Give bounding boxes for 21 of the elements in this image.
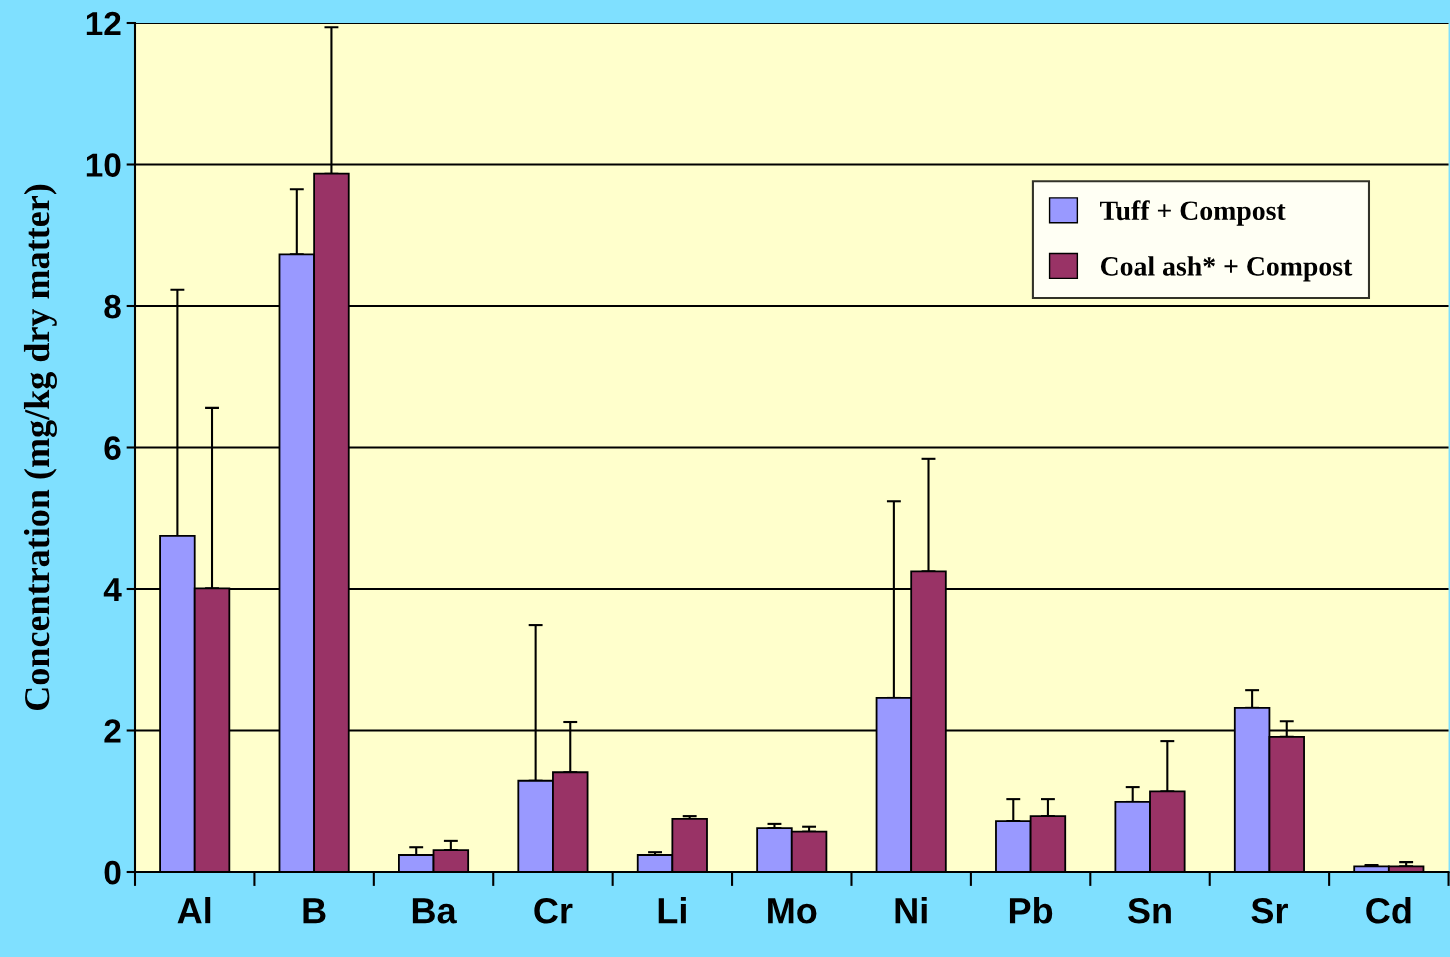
legend-label: Coal ash* + Compost [1100,256,1353,282]
x-tick-label: Al [177,897,211,924]
x-tick-label: Li [658,897,686,924]
x-tick-label: Sr [1251,897,1288,924]
x-tick-label: Sn [1127,897,1171,924]
y-tick-label: 4 [103,578,122,602]
y-tick-label: 12 [86,11,121,36]
y-tick-label: 10 [86,153,121,177]
x-tick-label: Pb [1009,897,1053,924]
x-tick-label: Cr [534,897,573,924]
y-tick-label: 6 [104,436,121,460]
legend-label: Tuff + Compost [1100,200,1286,226]
x-tick-label: B [303,898,326,924]
y-axis-title: Concentration (mg/kg dry matter) [23,184,57,710]
x-tick-label: Ni [895,897,927,924]
x-tick-label: Mo [768,898,817,924]
y-tick-label: 2 [104,719,121,743]
y-tick-label: 8 [104,294,121,319]
x-tick-label: Ba [412,898,457,924]
y-tick-label: 0 [104,860,121,885]
x-tick-label: Cd [1366,897,1411,924]
